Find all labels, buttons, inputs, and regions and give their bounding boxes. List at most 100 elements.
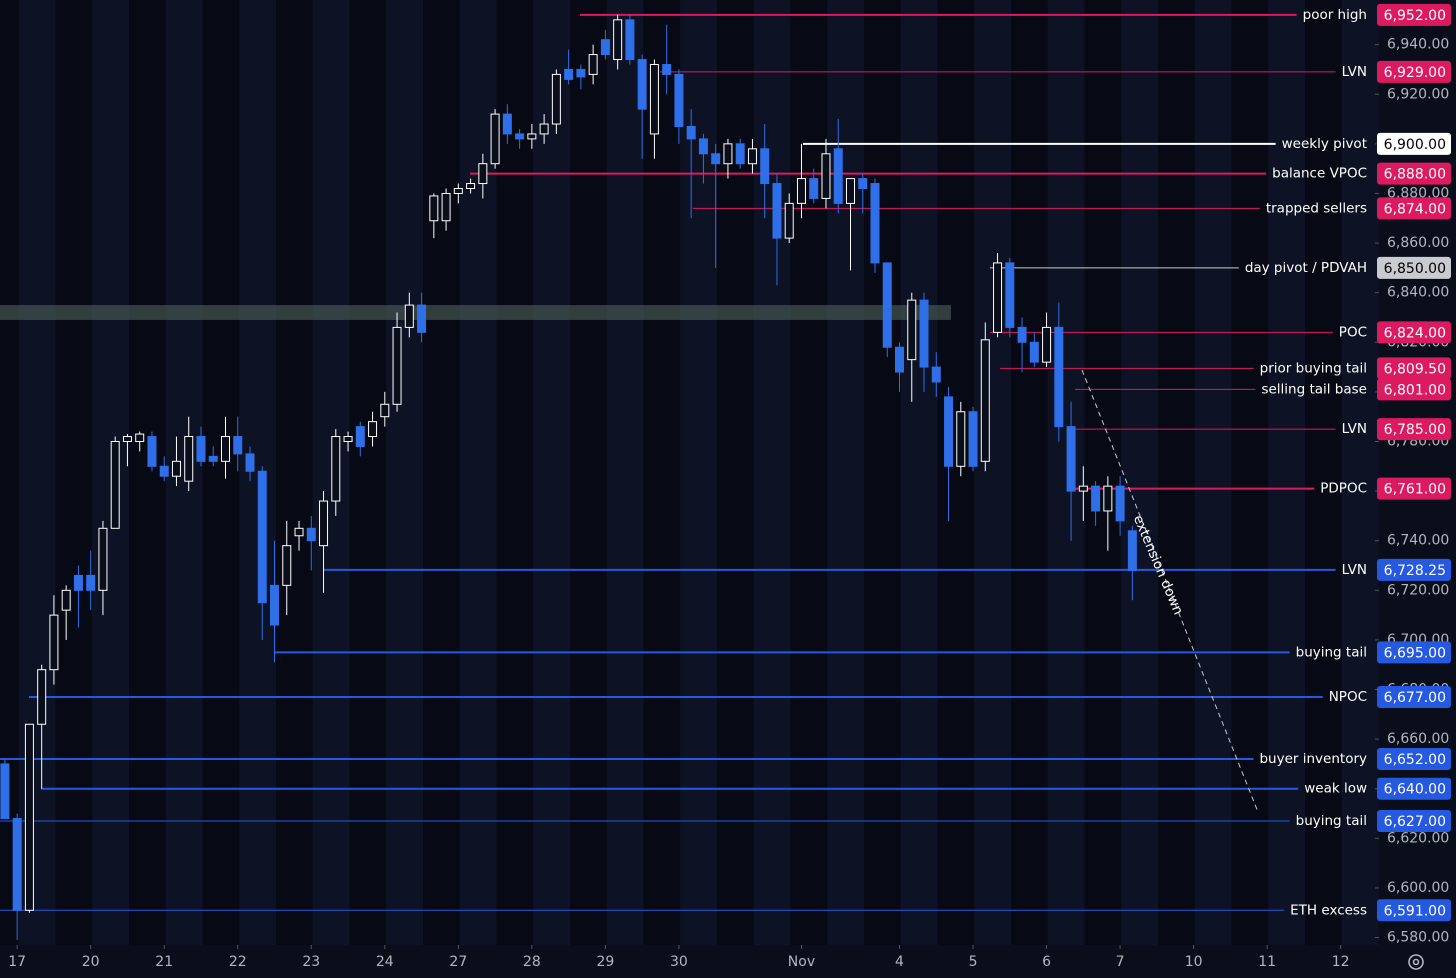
- settings-icon[interactable]: [1408, 954, 1424, 970]
- candle-body: [380, 403, 390, 418]
- stripe: [92, 0, 129, 945]
- stripe: [717, 0, 754, 945]
- candle-body: [355, 426, 365, 447]
- stripe: [496, 0, 534, 945]
- price-badge-label: 6,929.00: [1384, 65, 1446, 81]
- candle-body: [61, 589, 71, 611]
- candle-body: [196, 436, 206, 462]
- price-badge-label: 6,900.00: [1384, 137, 1446, 153]
- candle-body: [1115, 485, 1125, 522]
- stripe: [312, 0, 350, 945]
- x-tick-label: 27: [449, 954, 467, 970]
- level-label: LVN: [1342, 64, 1367, 80]
- x-tick-label: 10: [1185, 954, 1203, 970]
- price-badge: [1377, 747, 1451, 770]
- candle-body: [429, 195, 439, 222]
- candle-body: [968, 411, 978, 467]
- candle-body: [1054, 326, 1064, 428]
- level-label: buying tail: [1296, 813, 1367, 829]
- candle-body: [625, 19, 635, 61]
- stripe: [129, 0, 166, 945]
- candle-body: [1091, 485, 1101, 512]
- candle-body: [135, 433, 145, 442]
- candle-body: [698, 138, 708, 155]
- candle-body: [73, 574, 83, 591]
- price-badge-label: 6,677.00: [1384, 690, 1446, 706]
- candle-body: [122, 436, 132, 442]
- price-badge-label: 6,695.00: [1384, 645, 1446, 661]
- y-tick-label: 6,600.00: [1387, 880, 1449, 896]
- stripe: [790, 0, 828, 945]
- candle-body: [895, 346, 905, 373]
- price-badge-label: 6,785.00: [1384, 422, 1446, 438]
- stripe: [18, 0, 56, 945]
- price-badge-label: 6,824.00: [1384, 325, 1446, 341]
- price-badge: [1377, 357, 1451, 380]
- stripe: [386, 0, 423, 945]
- candle-body: [490, 113, 500, 165]
- price-badge: [1377, 132, 1451, 155]
- candle-body: [392, 326, 402, 405]
- level-label: prior buying tail: [1260, 360, 1367, 376]
- candle-body: [208, 455, 218, 462]
- candle-body: [49, 614, 59, 671]
- x-tick-label: 11: [1258, 954, 1276, 970]
- zone: [0, 305, 951, 320]
- candle-body: [233, 436, 243, 455]
- stripe: [1084, 0, 1122, 945]
- candle-body: [907, 299, 917, 361]
- candle-body: [257, 470, 267, 604]
- candle-body: [331, 436, 341, 502]
- candle-body: [343, 436, 353, 442]
- price-badge-label: 6,652.00: [1384, 752, 1446, 768]
- price-badge: [1377, 256, 1451, 279]
- candle-body: [845, 178, 855, 204]
- stripe: [0, 0, 19, 945]
- x-tick-label: 4: [895, 954, 904, 970]
- price-badge: [1377, 477, 1451, 500]
- x-tick-label: 23: [302, 954, 320, 970]
- stripe: [276, 0, 313, 945]
- y-tick-label: 6,620.00: [1387, 830, 1449, 846]
- stripe: [974, 0, 1011, 945]
- level-label: LVN: [1342, 421, 1367, 437]
- candle-body: [919, 299, 929, 368]
- candle-body: [870, 183, 880, 264]
- candle-body: [833, 148, 843, 204]
- stripe: [1305, 0, 1342, 945]
- stripe: [349, 0, 387, 945]
- stripe: [643, 0, 681, 945]
- level-label: buyer inventory: [1259, 751, 1367, 767]
- level-label: day pivot / PDVAH: [1245, 260, 1367, 276]
- level-label: balance VPOC: [1272, 166, 1367, 182]
- candle-body: [686, 125, 696, 140]
- y-tick-label: 6,720.00: [1387, 582, 1449, 598]
- stripe: [1231, 0, 1269, 945]
- price-badge: [1377, 321, 1451, 344]
- candle-body: [441, 192, 451, 222]
- price-badge-label: 6,888.00: [1384, 167, 1446, 183]
- x-tick-label: 20: [82, 954, 100, 970]
- candle-body: [24, 723, 34, 911]
- price-badge-label: 6,801.00: [1384, 382, 1446, 398]
- candle-body: [760, 148, 770, 185]
- candle-body: [993, 262, 1003, 333]
- candle-body: [110, 440, 120, 529]
- stripe: [1194, 0, 1232, 945]
- stripe: [864, 0, 901, 945]
- stripe: [423, 0, 460, 945]
- x-tick-label: 29: [596, 954, 614, 970]
- candle-body: [368, 421, 378, 438]
- price-badge: [1377, 641, 1451, 664]
- stripe: [1268, 0, 1305, 945]
- candle-body: [1042, 326, 1052, 363]
- candle-body: [319, 500, 329, 547]
- candle-body: [576, 68, 586, 78]
- candle-body: [245, 453, 255, 472]
- candle-body: [980, 339, 990, 462]
- candle-body: [502, 113, 512, 135]
- stripe: [1011, 0, 1048, 945]
- stripe: [55, 0, 93, 945]
- price-badge: [1377, 378, 1451, 401]
- price-badge-label: 6,850.00: [1384, 261, 1446, 277]
